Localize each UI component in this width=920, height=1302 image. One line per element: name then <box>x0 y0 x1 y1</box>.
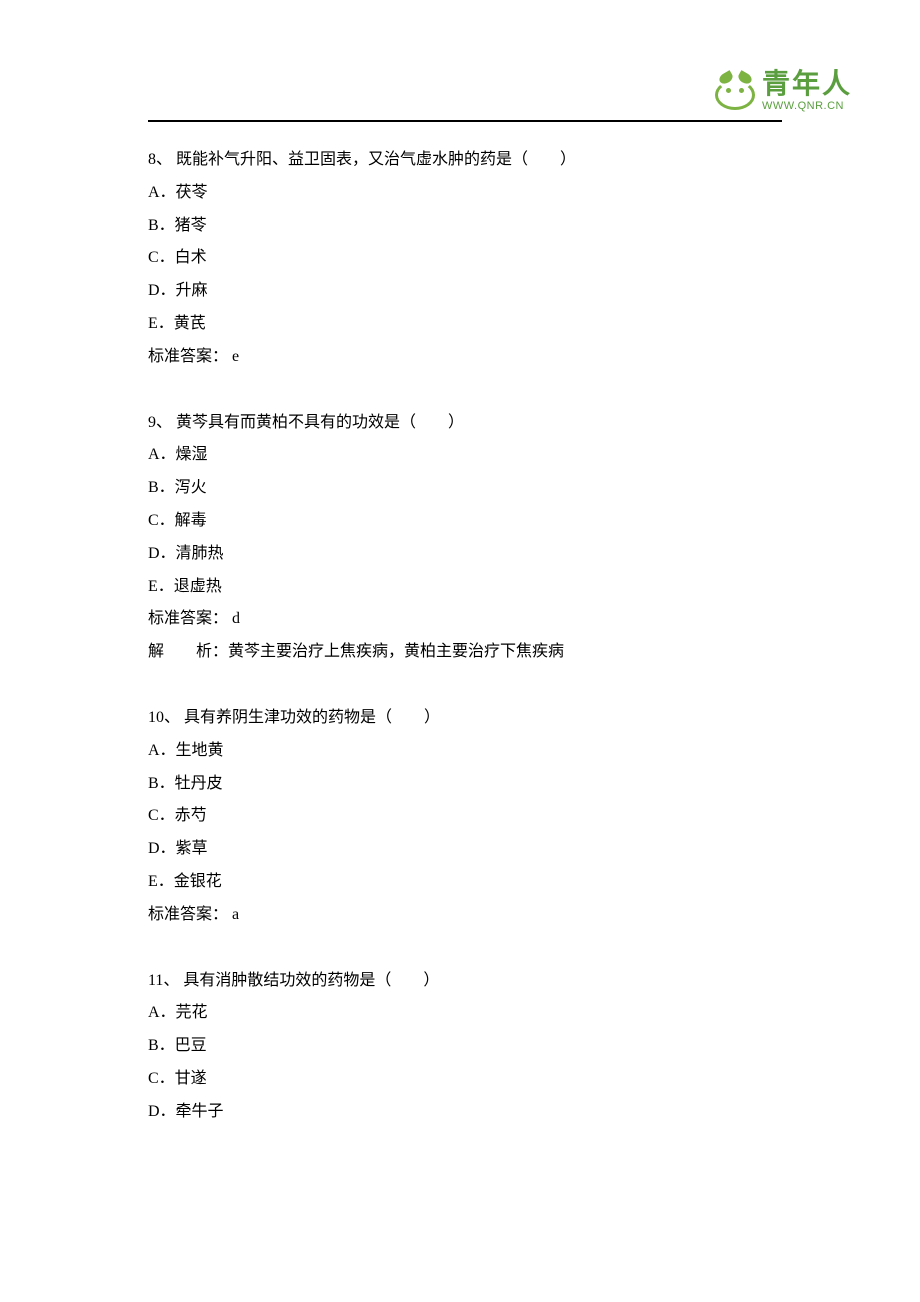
option: B．牡丹皮 <box>148 768 782 801</box>
header-divider <box>148 120 782 122</box>
option: D．清肺热 <box>148 538 782 571</box>
option: E．退虚热 <box>148 571 782 604</box>
logo-chinese-text: 青年人 <box>762 70 852 98</box>
answer-line: 标准答案： a <box>148 899 782 932</box>
question-block: 11、 具有消肿散结功效的药物是（ ） A．芫花 B．巴豆 C．甘遂 D．牵牛子 <box>148 965 782 1129</box>
question-block: 10、 具有养阴生津功效的药物是（ ） A．生地黄 B．牡丹皮 C．赤芍 D．紫… <box>148 702 782 932</box>
option: C．解毒 <box>148 505 782 538</box>
content-area: 8、 既能补气升阳、益卫固表，又治气虚水肿的药是（ ） A．茯苓 B．猪苓 C．… <box>148 144 782 1162</box>
answer-line: 标准答案： e <box>148 341 782 374</box>
question-text: 9、 黄芩具有而黄柏不具有的功效是（ ） <box>148 407 782 440</box>
logo-url-text: WWW.QNR.CN <box>762 100 852 112</box>
option: C．赤芍 <box>148 800 782 833</box>
option: E．黄芪 <box>148 308 782 341</box>
logo-face-icon <box>713 72 758 110</box>
question-text: 10、 具有养阴生津功效的药物是（ ） <box>148 702 782 735</box>
option: E．金银花 <box>148 866 782 899</box>
option: B．泻火 <box>148 472 782 505</box>
option: C．白术 <box>148 242 782 275</box>
answer-line: 标准答案： d <box>148 603 782 636</box>
option: A．茯苓 <box>148 177 782 210</box>
question-text: 8、 既能补气升阳、益卫固表，又治气虚水肿的药是（ ） <box>148 144 782 177</box>
option: C．甘遂 <box>148 1063 782 1096</box>
option: A．芫花 <box>148 997 782 1030</box>
question-block: 9、 黄芩具有而黄柏不具有的功效是（ ） A．燥湿 B．泻火 C．解毒 D．清肺… <box>148 407 782 669</box>
option: B．巴豆 <box>148 1030 782 1063</box>
option: D．升麻 <box>148 275 782 308</box>
option: A．生地黄 <box>148 735 782 768</box>
analysis-line: 解 析：黄芩主要治疗上焦疾病，黄柏主要治疗下焦疾病 <box>148 636 782 669</box>
option: A．燥湿 <box>148 439 782 472</box>
option: D．紫草 <box>148 833 782 866</box>
logo: 青年人 WWW.QNR.CN <box>713 70 852 112</box>
question-text: 11、 具有消肿散结功效的药物是（ ） <box>148 965 782 998</box>
logo-text: 青年人 WWW.QNR.CN <box>762 70 852 112</box>
question-block: 8、 既能补气升阳、益卫固表，又治气虚水肿的药是（ ） A．茯苓 B．猪苓 C．… <box>148 144 782 374</box>
option: D．牵牛子 <box>148 1096 782 1129</box>
option: B．猪苓 <box>148 210 782 243</box>
